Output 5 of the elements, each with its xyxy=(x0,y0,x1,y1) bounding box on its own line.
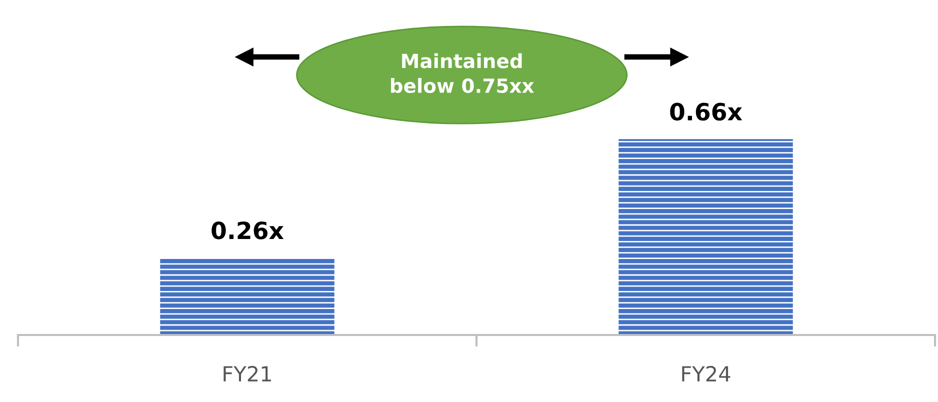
data-label: 0.26x xyxy=(212,222,284,240)
data-label: 0.66x xyxy=(670,102,742,121)
x-tick-label: FY21 xyxy=(224,366,271,382)
x-tick-label: FY24 xyxy=(682,366,730,382)
text: Maintained below 0.75xx xyxy=(391,53,534,94)
